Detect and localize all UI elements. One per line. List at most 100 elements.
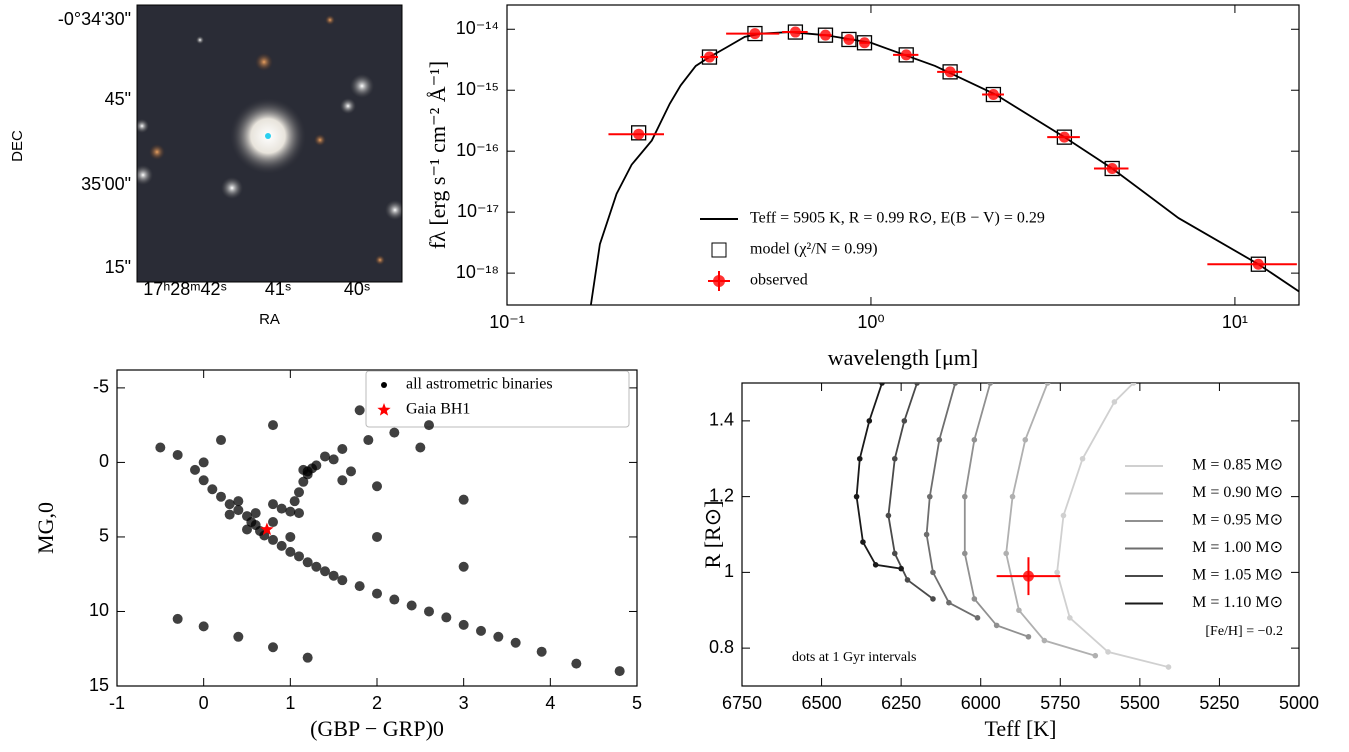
scatter-dot — [510, 637, 521, 648]
scatter-dot — [190, 464, 200, 475]
scatter-dot — [458, 619, 469, 630]
scatter-dot — [337, 444, 348, 454]
scatter-dot — [337, 575, 348, 586]
scatter-dot — [250, 508, 261, 519]
track-dot — [952, 383, 959, 386]
track-dot — [962, 493, 968, 500]
legend-square — [711, 242, 727, 258]
scatter-dot — [302, 652, 313, 663]
scatter-dot — [354, 581, 365, 592]
scatter-dot — [311, 561, 322, 572]
scatter-dot — [354, 405, 365, 416]
x-tick-label: 10¹ — [1222, 312, 1248, 332]
scatter-dot — [216, 435, 226, 446]
scatter-dot — [476, 625, 486, 636]
y-tick-label: 10⁻¹⁸ — [456, 262, 499, 282]
scatter-dot — [198, 475, 209, 486]
sky-image — [137, 5, 402, 282]
scatter-dot — [614, 666, 625, 677]
track-dot — [904, 577, 911, 583]
observed-point — [843, 33, 855, 45]
scatter-dot — [415, 442, 426, 453]
y-tick-label: 15 — [89, 675, 109, 695]
axes-frame — [741, 382, 1300, 687]
observed-point — [1022, 570, 1034, 582]
track-dot — [1130, 383, 1137, 386]
track-dot — [930, 596, 936, 602]
track-dot — [936, 437, 943, 443]
scatter-dot — [172, 613, 183, 624]
scatter-dot — [233, 631, 244, 642]
x-tick-label: 5250 — [1199, 693, 1239, 713]
model-square — [841, 31, 857, 48]
x-tick-label: -1 — [109, 693, 125, 713]
scatter-dot — [233, 505, 244, 516]
legend-label: M = 0.90 M⊙ — [1192, 484, 1283, 501]
legend-point — [713, 275, 725, 287]
track-dot — [860, 539, 866, 545]
axes-frame — [116, 369, 638, 687]
track-dot — [930, 569, 936, 576]
track-dot — [853, 493, 860, 500]
x-axis-label: Teff [K] — [985, 716, 1057, 741]
legend-label: M = 1.05 M⊙ — [1192, 567, 1283, 584]
observed-point — [633, 128, 645, 140]
track-dot — [971, 596, 978, 602]
track-dot — [866, 418, 873, 424]
scatter-dot — [441, 612, 452, 623]
x-tick-label: 10⁻¹ — [489, 312, 525, 332]
scatter-dot — [346, 466, 356, 477]
track-dot — [971, 437, 978, 443]
track-dot — [926, 493, 933, 500]
series-line — [925, 383, 978, 619]
legend-box — [365, 370, 630, 428]
x-tick-label: 5000 — [1279, 693, 1319, 713]
observed-point — [789, 26, 801, 38]
legend-label: observed — [750, 272, 808, 289]
scatter-dot — [155, 442, 166, 453]
y-tick-label: -0°34'30" — [58, 9, 131, 29]
scatter-dot — [224, 499, 235, 510]
track-dot — [1054, 569, 1060, 576]
data-layer — [853, 383, 1172, 670]
legend-label: Gaia BH1 — [406, 401, 470, 418]
series-line — [1056, 383, 1169, 668]
legend-label: Teff = 5905 K, R = 0.99 R⊙, E(B − V) = 0… — [750, 210, 1045, 227]
legend-label: all astrometric binaries — [406, 376, 553, 393]
scatter-dot — [328, 454, 339, 465]
y-tick-label: 1.2 — [709, 485, 734, 505]
observed-point — [1058, 131, 1070, 143]
track-dot — [872, 562, 879, 568]
scatter-dot — [285, 531, 296, 542]
track-dot — [1105, 649, 1111, 655]
y-tick-label: 15" — [105, 257, 131, 277]
y-tick-label: 10⁻¹⁴ — [456, 18, 499, 38]
scatter-dot — [294, 487, 304, 498]
track-dot — [962, 550, 968, 557]
x-tick-label: 5 — [632, 693, 642, 713]
x-tick-label: 2 — [372, 693, 382, 713]
track-dot — [1165, 664, 1172, 670]
track-dot — [987, 383, 994, 386]
x-axis-label: wavelength [μm] — [828, 345, 978, 370]
y-tick-label: 0 — [99, 451, 109, 471]
x-tick-label: 0 — [199, 693, 209, 713]
observed-point — [703, 51, 715, 63]
y-tick-label: 10⁻¹⁵ — [456, 79, 499, 99]
annotation: dots at 1 Gyr intervals — [792, 650, 916, 665]
legend-dot — [381, 382, 387, 388]
data-layer — [155, 405, 625, 677]
track-dot — [1009, 493, 1016, 500]
y-tick-label: 1 — [724, 561, 734, 581]
y-axis-label: DEC — [9, 130, 26, 162]
scatter-dot — [320, 451, 330, 462]
scatter-dot — [389, 427, 400, 438]
scatter-dot — [198, 621, 209, 632]
x-tick-label: 17ʰ28ᵐ42ˢ — [143, 279, 226, 299]
scatter-dot — [424, 420, 434, 431]
y-tick-label: 10 — [89, 600, 109, 620]
legend-star — [377, 403, 391, 416]
y-tick-label: 5 — [99, 526, 109, 546]
legend-label: M = 1.10 M⊙ — [1192, 594, 1283, 611]
scatter-dot — [198, 457, 209, 468]
